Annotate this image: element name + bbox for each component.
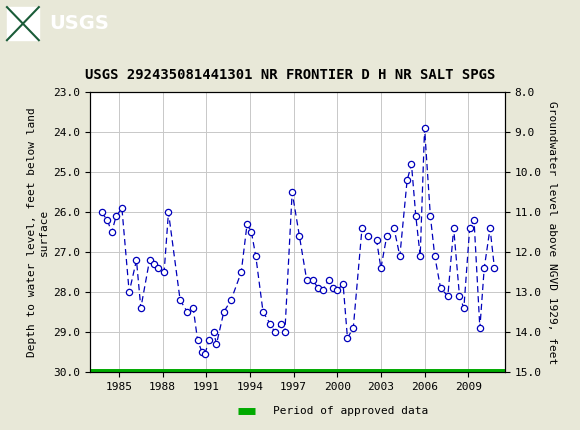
Y-axis label: Depth to water level, feet below land
surface: Depth to water level, feet below land su… [27,108,49,357]
Text: Period of approved data: Period of approved data [273,405,428,416]
Text: USGS: USGS [49,14,109,33]
FancyBboxPatch shape [7,7,39,40]
Y-axis label: Groundwater level above NGVD 1929, feet: Groundwater level above NGVD 1929, feet [547,101,557,364]
Text: USGS 292435081441301 NR FRONTIER D H NR SALT SPGS: USGS 292435081441301 NR FRONTIER D H NR … [85,68,495,82]
